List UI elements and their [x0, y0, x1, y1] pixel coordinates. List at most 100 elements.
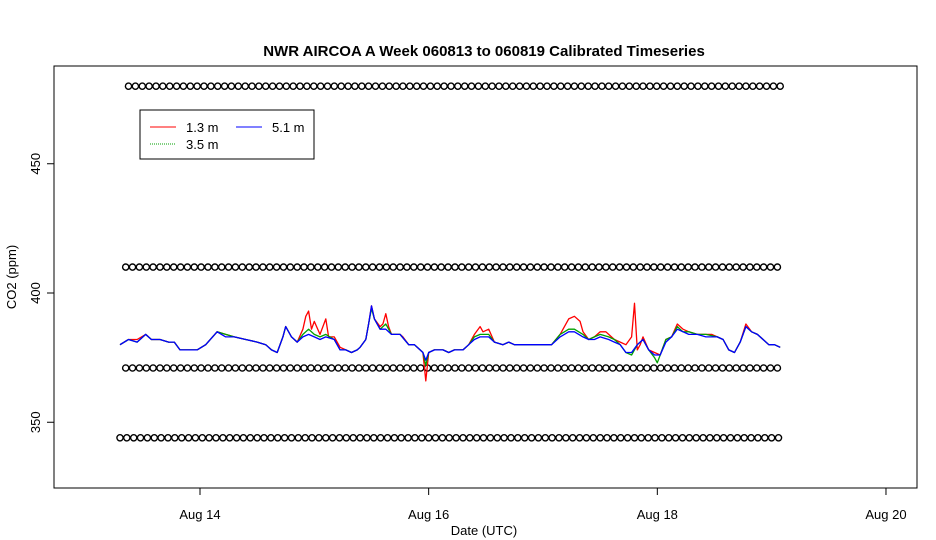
calibration-marker [719, 433, 728, 442]
calibration-marker [307, 263, 315, 271]
calibration-marker [499, 263, 507, 271]
calibration-marker [555, 433, 563, 442]
calibration-marker [602, 364, 610, 372]
legend: 1.3 m 5.1 m 3.5 m [139, 109, 315, 160]
calibration-marker [316, 82, 325, 90]
calibration-marker [604, 82, 613, 90]
calibration-marker [769, 82, 778, 90]
calibration-marker [259, 364, 267, 372]
calibration-marker [451, 263, 459, 271]
calibration-marker [687, 82, 695, 90]
calibration-marker [330, 82, 339, 90]
calibration-marker [692, 433, 701, 442]
calibration-marker [701, 82, 709, 90]
calibration-marker [162, 263, 171, 271]
calibration-marker [431, 433, 440, 442]
calibration-marker [385, 82, 394, 90]
calibration-marker [623, 433, 632, 442]
series-line-5-1-m [119, 305, 781, 361]
calibration-marker [691, 364, 699, 372]
calibration-marker [341, 364, 350, 372]
calibration-marker [754, 433, 762, 442]
calibration-marker [389, 364, 398, 372]
calibration-marker [485, 364, 494, 372]
calibration-marker [570, 82, 579, 90]
calibration-marker [430, 263, 439, 271]
calibration-marker [232, 433, 241, 442]
calibration-marker [272, 263, 281, 271]
legend-label-1-3m: 1.3 m [186, 120, 219, 135]
calibration-marker [478, 364, 487, 372]
calibration-marker [143, 433, 152, 442]
calibration-marker [520, 433, 529, 442]
calibration-marker [355, 263, 363, 271]
calibration-marker [375, 263, 384, 271]
calibration-marker [142, 364, 151, 372]
calibration-marker [515, 82, 524, 90]
calibration-marker [746, 263, 754, 271]
calibration-marker [176, 263, 185, 271]
series-lines [119, 302, 781, 382]
calibration-marker [433, 82, 442, 90]
calibration-marker [677, 364, 686, 372]
calibration-marker [595, 364, 603, 372]
calibration-marker [383, 433, 392, 442]
calibration-marker [556, 82, 565, 90]
calibration-marker [369, 433, 378, 442]
calibration-marker [625, 82, 634, 90]
y-axis-label: CO2 (ppm) [4, 245, 19, 309]
calibration-marker [554, 263, 562, 271]
calibration-marker [234, 82, 243, 90]
calibration-marker [457, 364, 466, 372]
calibration-marker [711, 364, 720, 372]
calibration-marker [650, 364, 658, 372]
calibration-marker [334, 263, 343, 271]
calibration-marker [616, 433, 625, 442]
calibration-marker [444, 263, 452, 271]
calibration-marker [713, 433, 721, 442]
calibration-marker [334, 364, 343, 372]
calibration-marker [598, 82, 606, 90]
calibration-marker [742, 82, 750, 90]
calibration-marker [197, 364, 205, 372]
calibration-marker [630, 433, 639, 442]
calibration-marker [170, 433, 179, 442]
calibration-marker [507, 433, 515, 442]
calibration-marker [419, 82, 428, 90]
calibration-marker [622, 364, 631, 372]
calibration-marker [574, 263, 583, 271]
calibration-marker [650, 263, 658, 271]
calibration-marker [426, 82, 435, 90]
calibration-marker [320, 263, 329, 271]
calibration-marker [610, 433, 618, 442]
calibration-marker [409, 263, 418, 271]
calibration-marker [735, 82, 743, 90]
calibration-marker [397, 433, 406, 442]
calibration-marker [190, 364, 199, 372]
calibration-marker [255, 82, 263, 90]
calibration-marker [169, 364, 178, 372]
calibration-marker [533, 263, 542, 271]
calibration-marker [691, 263, 699, 271]
calibration-marker [479, 433, 488, 442]
calibration-marker [150, 433, 159, 442]
calibration-marker [357, 82, 366, 90]
calibration-marker [581, 263, 590, 271]
calibration-marker [335, 433, 344, 442]
calibration-marker [186, 82, 195, 90]
calibration-marker [158, 82, 167, 90]
calibration-marker [581, 364, 590, 372]
calibration-marker [574, 364, 583, 372]
calibration-marker [371, 82, 380, 90]
calibration-marker [451, 364, 459, 372]
calibration-marker [337, 82, 346, 90]
calibration-marker [321, 433, 330, 442]
calibration-marker [527, 433, 536, 442]
calibration-marker [761, 433, 769, 442]
calibration-marker [224, 364, 233, 372]
calibration-marker [460, 82, 469, 90]
calibration-marker [272, 364, 281, 372]
calibration-marker [152, 82, 160, 90]
calibration-marker [445, 433, 454, 442]
calibration-marker [670, 263, 679, 271]
